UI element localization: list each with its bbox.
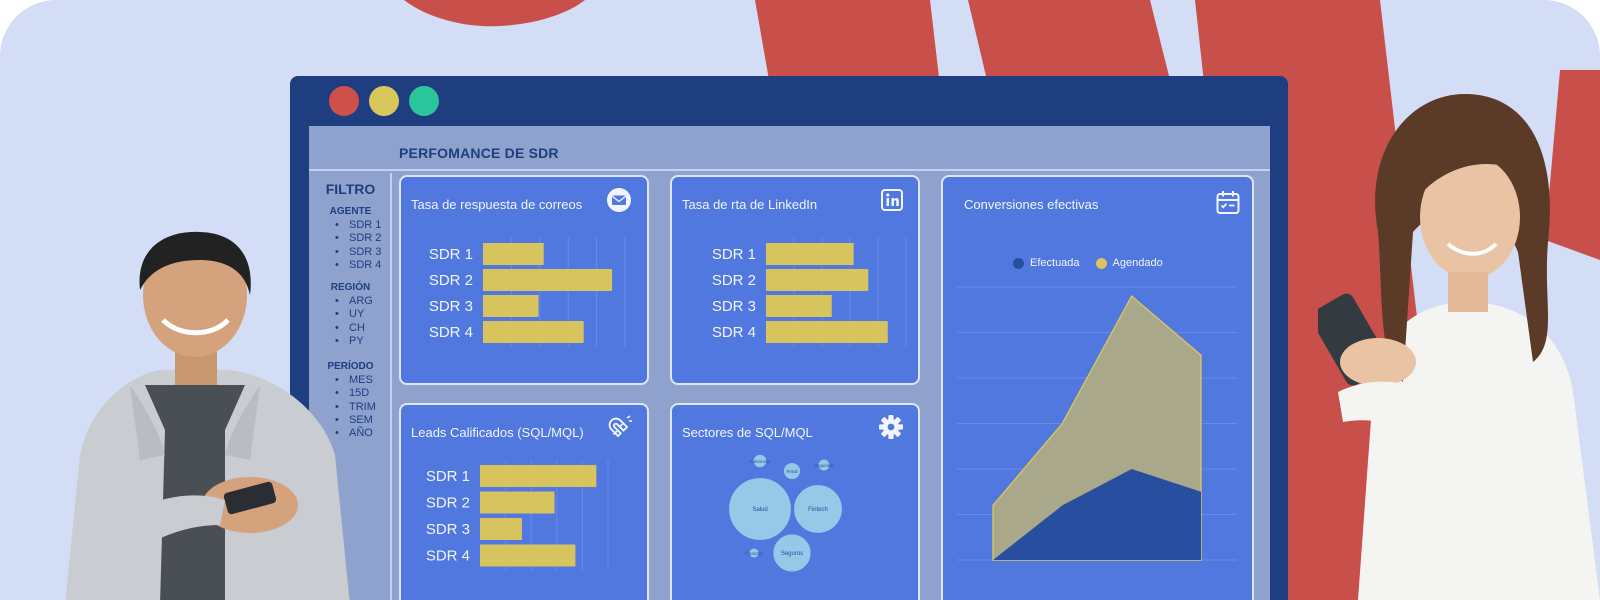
bar [483, 321, 584, 343]
bubble [782, 461, 802, 481]
dashboard-header: PERFOMANCE DE SDR [309, 126, 1270, 171]
bar [480, 518, 522, 540]
bar [480, 465, 597, 487]
bar [483, 243, 544, 265]
legend-swatch-efectuada [1013, 257, 1024, 269]
bar [483, 295, 539, 317]
bubble [771, 532, 813, 574]
bar-label: SDR 4 [429, 324, 473, 341]
card-leads-calificados: Leads Calificados (SQL/MQL) SDR 1 SDR 2 SD… [399, 403, 649, 600]
bar-label: SDR 2 [712, 272, 756, 289]
bar [766, 243, 854, 265]
card-title: Leads Calificados (SQL/MQL) [411, 425, 584, 440]
filter-heading-region: REGIÓN [330, 282, 371, 293]
bubble [752, 453, 768, 469]
filter-option-sdr-3[interactable]: SDR 3 [335, 246, 392, 260]
chart-legend: Efectuada Agendado [1013, 257, 1163, 269]
filter-option-ch[interactable]: CH [335, 322, 392, 336]
filter-option-sdr-1[interactable]: SDR 1 [335, 219, 392, 233]
page-title: PERFOMANCE DE SDR [399, 145, 559, 161]
legend-label-efectuada: Efectuada [1030, 257, 1080, 269]
bar-label: SDR 4 [426, 548, 470, 565]
filter-option-sdr-2[interactable]: SDR 2 [335, 232, 392, 246]
legend-item-agendado[interactable]: Agendado [1095, 257, 1163, 269]
filter-option-py[interactable]: PY [335, 335, 392, 349]
legend-item-efectuada[interactable]: Efectuada [1013, 257, 1080, 269]
bubble [727, 476, 793, 542]
minimize-window-button[interactable] [369, 86, 399, 116]
filter-sidebar: FILTRO AGENTE SDR 1 SDR 2 SDR 3 SDR 4 RE… [309, 173, 392, 600]
filter-option-sdr-4[interactable]: SDR 4 [335, 259, 392, 273]
bar [480, 544, 576, 567]
area-chart-conversiones [957, 286, 1237, 561]
bubble-chart-sectores: Automotriz Retail Seguridad Salud Fintech Fin… [727, 453, 844, 574]
filter-option-15d[interactable]: 15D [335, 387, 392, 401]
bar-label: SDR 1 [426, 468, 470, 485]
filter-group-periodo: PERÍODO MES 15D TRIM SEM AÑO [309, 361, 392, 441]
bubble [747, 546, 761, 560]
bubble-label: Finanzas [745, 551, 762, 556]
bar-label: SDR 3 [426, 521, 470, 538]
filter-option-trim[interactable]: TRIM [335, 401, 392, 415]
magnet-icon [608, 415, 632, 438]
dashboard-panel: PERFOMANCE DE SDR FILTRO AGENTE SDR 1 SD… [309, 126, 1270, 600]
card-title: Tasa de respuesta de correos [411, 197, 583, 212]
maximize-window-button[interactable] [409, 86, 439, 116]
legend-label-agendado: Agendado [1112, 257, 1163, 269]
bubble-label: Salud [752, 507, 767, 513]
bubble-label: Automotriz [750, 459, 771, 464]
bar-chart-correos: SDR 1 SDR 2 SDR 3 SDR 4 [429, 237, 626, 347]
bar [766, 295, 832, 317]
card-title: Conversiones efectivas [964, 197, 1099, 212]
calendar-check-icon [1216, 191, 1240, 214]
man-with-phone-photo [65, 231, 350, 600]
bar [766, 269, 869, 291]
email-icon [607, 188, 631, 212]
bar [480, 491, 555, 514]
bar [483, 269, 613, 291]
dashboard-window: PERFOMANCE DE SDR FILTRO AGENTE SDR 1 SD… [290, 76, 1288, 600]
bar-label: SDR 4 [712, 324, 756, 341]
card-title: Tasa de rta de LinkedIn [682, 197, 818, 212]
area-efectuada [993, 469, 1201, 560]
filter-heading-periodo: PERÍODO [327, 361, 374, 372]
bar-label: SDR 3 [712, 298, 756, 315]
bubble-label: Seguros [781, 551, 803, 557]
bubble [792, 483, 844, 535]
bubble-label: Retail [787, 469, 798, 474]
card-title: Sectores de SQL/MQL [682, 425, 813, 440]
bubble-label: Fintech [808, 507, 828, 513]
filter-heading-agente: AGENTE [329, 206, 372, 217]
filter-option-arg[interactable]: ARG [335, 295, 392, 309]
linkedin-icon [881, 189, 903, 211]
filter-group-agente: AGENTE SDR 1 SDR 2 SDR 3 SDR 4 [309, 206, 392, 272]
filter-group-region: REGIÓN ARG UY CH PY [309, 282, 392, 348]
filter-option-ano[interactable]: AÑO [335, 427, 392, 441]
bubble-label: Seguridad [814, 463, 834, 468]
card-sectores-sql-mql: Sectores de SQL/MQL Auto [670, 403, 920, 600]
bubble [817, 458, 831, 472]
legend-swatch-agendado [1095, 257, 1107, 269]
bar-label: SDR 1 [429, 246, 473, 263]
card-conversiones-efectivas: Conversiones efectivas Efectuada [941, 175, 1254, 600]
filter-option-uy[interactable]: UY [335, 308, 392, 322]
gear-icon [879, 415, 903, 439]
bar-chart-leads: SDR 1 SDR 2 SDR 3 SDR 4 [426, 460, 609, 570]
bar-label: SDR 2 [429, 272, 473, 289]
filter-option-mes[interactable]: MES [335, 374, 392, 388]
filter-option-sem[interactable]: SEM [335, 414, 392, 428]
bar [766, 321, 888, 343]
close-window-button[interactable] [329, 86, 359, 116]
bar-label: SDR 3 [429, 298, 473, 315]
bar-chart-linkedin: SDR 1 SDR 2 SDR 3 SDR 4 [712, 237, 907, 347]
filter-title: FILTRO [325, 181, 376, 197]
bar-label: SDR 1 [712, 246, 756, 263]
bar-label: SDR 2 [426, 495, 470, 512]
woman-with-phone-photo [1318, 93, 1600, 600]
